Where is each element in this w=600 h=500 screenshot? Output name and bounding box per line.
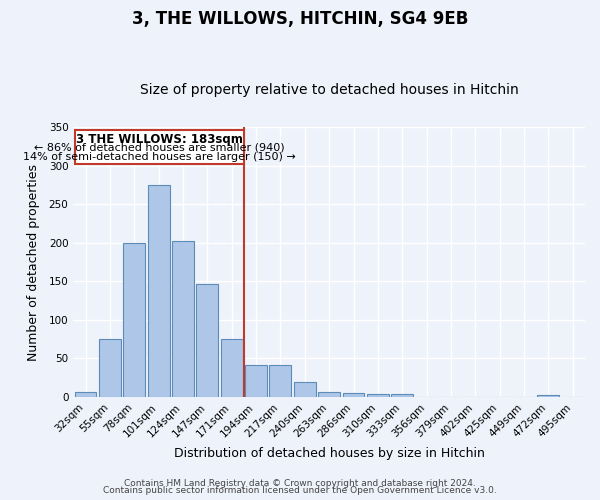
Bar	[196, 284, 218, 397]
Bar	[74, 130, 244, 164]
Text: 3 THE WILLOWS: 183sqm: 3 THE WILLOWS: 183sqm	[76, 132, 242, 145]
Bar	[318, 392, 340, 397]
Title: Size of property relative to detached houses in Hitchin: Size of property relative to detached ho…	[140, 83, 518, 97]
X-axis label: Distribution of detached houses by size in Hitchin: Distribution of detached houses by size …	[174, 447, 485, 460]
Bar	[269, 364, 292, 397]
Text: 3, THE WILLOWS, HITCHIN, SG4 9EB: 3, THE WILLOWS, HITCHIN, SG4 9EB	[132, 10, 468, 28]
Bar	[294, 382, 316, 397]
Text: 14% of semi-detached houses are larger (150) →: 14% of semi-detached houses are larger (…	[23, 152, 296, 162]
Bar	[74, 392, 97, 397]
Text: Contains HM Land Registry data © Crown copyright and database right 2024.: Contains HM Land Registry data © Crown c…	[124, 478, 476, 488]
Bar	[148, 185, 170, 397]
Y-axis label: Number of detached properties: Number of detached properties	[28, 164, 40, 360]
Bar	[99, 339, 121, 397]
Bar	[221, 339, 242, 397]
Bar	[538, 394, 559, 397]
Bar	[245, 364, 267, 397]
Bar	[172, 240, 194, 397]
Bar	[123, 243, 145, 397]
Bar	[391, 394, 413, 397]
Bar	[367, 394, 389, 397]
Text: Contains public sector information licensed under the Open Government Licence v3: Contains public sector information licen…	[103, 486, 497, 495]
Bar	[343, 393, 364, 397]
Text: ← 86% of detached houses are smaller (940): ← 86% of detached houses are smaller (94…	[34, 142, 284, 152]
